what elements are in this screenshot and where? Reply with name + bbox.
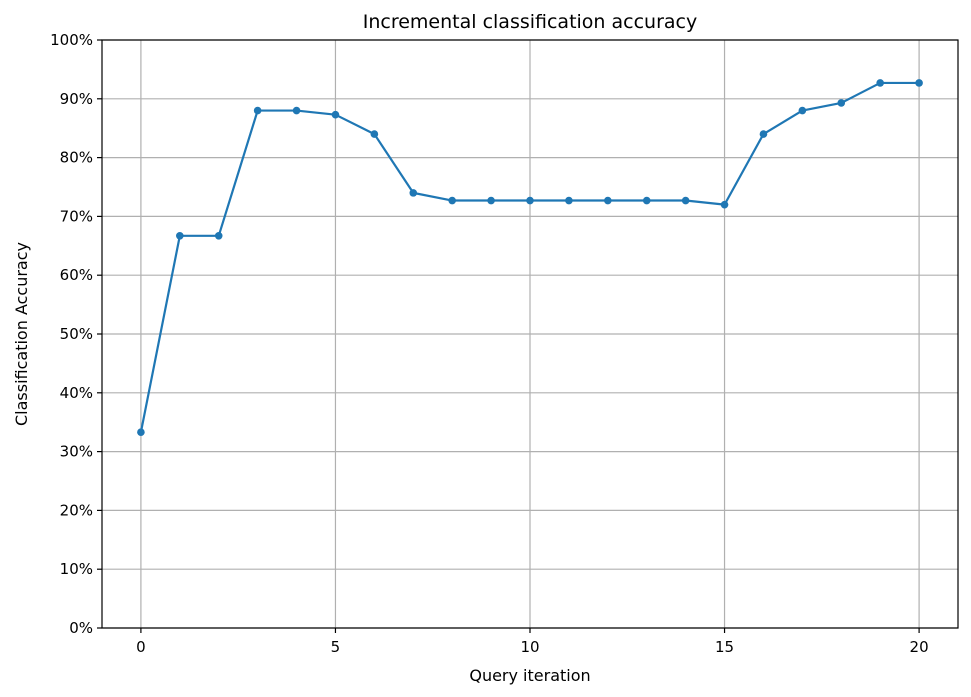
y-tick-label: 70% xyxy=(60,207,93,225)
accuracy-series xyxy=(137,79,923,436)
y-tick-label: 40% xyxy=(60,384,93,402)
x-tick-label: 20 xyxy=(910,638,929,656)
y-tick-label: 90% xyxy=(60,90,93,108)
x-axis-label: Query iteration xyxy=(469,666,590,685)
data-point xyxy=(681,196,690,205)
y-tick-label: 50% xyxy=(60,325,93,343)
x-tick-label: 15 xyxy=(715,638,734,656)
data-point xyxy=(759,130,768,138)
y-tick-label: 60% xyxy=(60,266,93,284)
data-point xyxy=(137,428,145,436)
data-point xyxy=(526,196,534,205)
axis-ticks: 0 5 10 15 20 0% 10% 20% 30% 40% 50% 60% 70% 80% 90% 100… xyxy=(50,31,929,656)
data-point xyxy=(331,110,340,119)
x-tick-label: 5 xyxy=(331,638,341,656)
data-point xyxy=(292,106,301,115)
data-point xyxy=(448,196,456,205)
y-tick-label: 100% xyxy=(50,31,93,49)
data-point xyxy=(176,232,184,240)
data-point xyxy=(915,79,923,87)
y-axis-label: Classification Accuracy xyxy=(12,242,31,426)
data-point xyxy=(565,196,573,205)
y-tick-label: 20% xyxy=(60,501,93,519)
plot-frame xyxy=(101,39,959,629)
data-point xyxy=(720,200,729,209)
x-tick-label: 0 xyxy=(136,638,146,656)
y-tick-label: 10% xyxy=(60,560,93,578)
data-point xyxy=(876,79,884,87)
data-point xyxy=(837,99,846,107)
data-point xyxy=(642,196,651,205)
chart-title: Incremental classification accuracy xyxy=(363,11,698,33)
data-point xyxy=(798,106,807,115)
data-point xyxy=(604,196,612,205)
data-point xyxy=(409,189,418,197)
data-point xyxy=(253,106,262,115)
grid-lines xyxy=(102,39,958,629)
y-tick-label: 0% xyxy=(69,619,93,637)
data-point xyxy=(487,196,495,205)
y-tick-label: 80% xyxy=(60,149,93,167)
y-tick-label: 30% xyxy=(60,443,93,461)
data-point xyxy=(370,130,379,138)
data-point xyxy=(214,232,223,240)
x-tick-label: 10 xyxy=(520,638,539,656)
